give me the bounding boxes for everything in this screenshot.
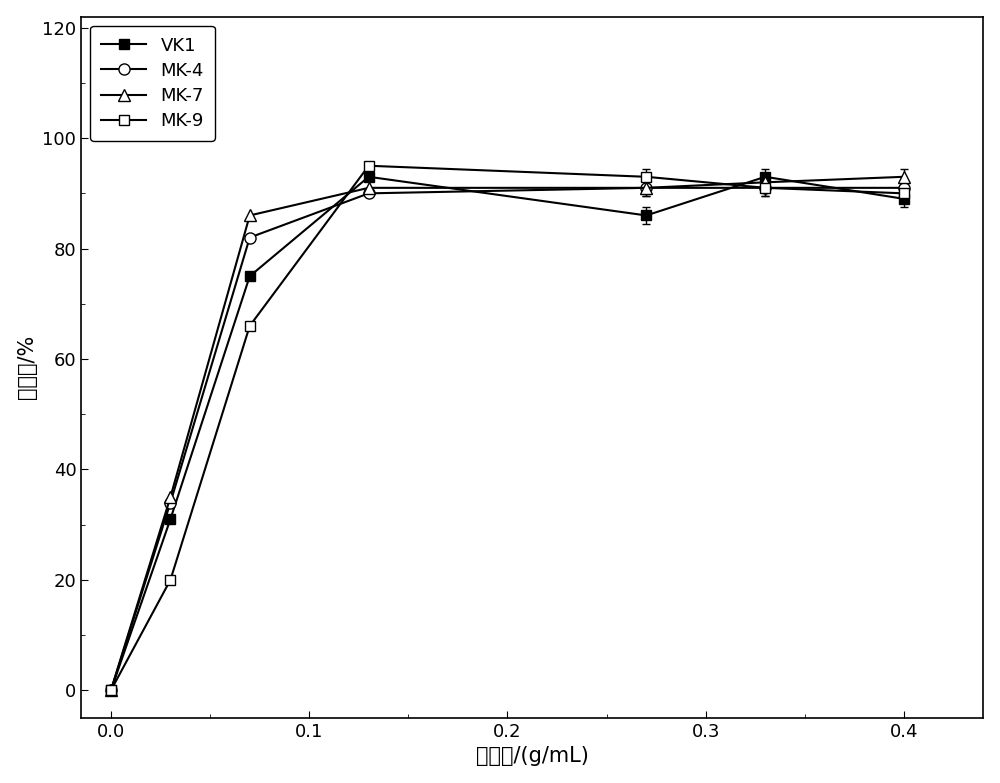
MK-7 (244, 211, 256, 220)
MK-4 (363, 189, 375, 198)
MK-4 (244, 233, 256, 242)
MK-7 (164, 493, 176, 502)
MK-4 (164, 498, 176, 507)
MK-9 (244, 321, 256, 330)
VK1 (898, 194, 910, 204)
X-axis label: 酶用量/(g/mL): 酶用量/(g/mL) (476, 746, 589, 767)
MK-7 (105, 686, 117, 695)
Line: VK1: VK1 (106, 172, 909, 695)
Line: MK-9: MK-9 (106, 161, 909, 695)
MK-4 (105, 686, 117, 695)
MK-7 (640, 183, 652, 193)
MK-9 (105, 686, 117, 695)
MK-4 (759, 183, 771, 193)
Line: MK-7: MK-7 (105, 171, 910, 696)
VK1 (244, 272, 256, 281)
Y-axis label: 回收率/%: 回收率/% (17, 335, 37, 399)
MK-4 (898, 183, 910, 193)
VK1 (759, 172, 771, 182)
MK-7 (759, 178, 771, 187)
MK-9 (759, 183, 771, 193)
Line: MK-4: MK-4 (105, 182, 910, 696)
VK1 (164, 514, 176, 524)
MK-9 (164, 576, 176, 585)
Legend: VK1, MK-4, MK-7, MK-9: VK1, MK-4, MK-7, MK-9 (90, 26, 215, 141)
VK1 (640, 211, 652, 220)
MK-7 (898, 172, 910, 182)
MK-9 (640, 172, 652, 182)
MK-7 (363, 183, 375, 193)
VK1 (363, 172, 375, 182)
MK-9 (898, 189, 910, 198)
MK-9 (363, 161, 375, 171)
VK1 (105, 686, 117, 695)
MK-4 (640, 183, 652, 193)
